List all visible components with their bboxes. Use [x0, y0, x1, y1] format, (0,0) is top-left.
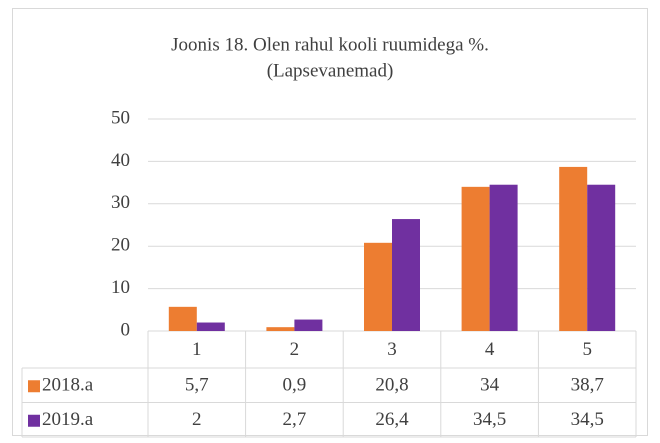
legend-swatch [28, 380, 40, 393]
y-tick-label: 10 [111, 277, 130, 298]
bar [364, 242, 392, 331]
legend-swatch [28, 414, 40, 427]
data-label: 38,7 [571, 375, 604, 396]
legend-label: 2019.a [42, 409, 94, 430]
bar [489, 184, 518, 331]
bar [266, 327, 295, 331]
x-tick-label: 1 [192, 339, 202, 360]
bar [294, 319, 323, 331]
data-label: 34,5 [571, 409, 604, 430]
bar [587, 184, 616, 331]
data-label: 5,7 [185, 375, 209, 396]
data-label: 26,4 [375, 409, 409, 430]
data-label: 2 [192, 409, 202, 430]
data-label: 2,7 [283, 409, 307, 430]
bar [461, 186, 490, 331]
bar [559, 166, 588, 331]
y-tick-label: 30 [111, 192, 130, 213]
data-label: 0,9 [283, 375, 307, 396]
x-tick-label: 5 [582, 339, 592, 360]
x-tick-label: 2 [290, 339, 300, 360]
bar [168, 306, 197, 331]
bar [392, 219, 420, 331]
chart-subtitle: (Lapsevanemad) [267, 60, 394, 81]
data-label: 34,5 [473, 409, 506, 430]
y-tick-label: 50 [111, 107, 130, 128]
x-tick-label: 3 [387, 339, 397, 360]
y-tick-label: 20 [111, 235, 130, 256]
data-label: 34 [480, 375, 500, 396]
y-tick-label: 0 [121, 319, 131, 340]
chart-frame [12, 8, 648, 436]
bar [196, 322, 225, 331]
legend-label: 2018.a [42, 375, 94, 396]
data-label: 20,8 [375, 375, 408, 396]
chart-title: Joonis 18. Olen rahul kooli ruumidega %. [171, 34, 489, 55]
y-tick-label: 40 [111, 150, 130, 171]
x-tick-label: 4 [485, 339, 495, 360]
